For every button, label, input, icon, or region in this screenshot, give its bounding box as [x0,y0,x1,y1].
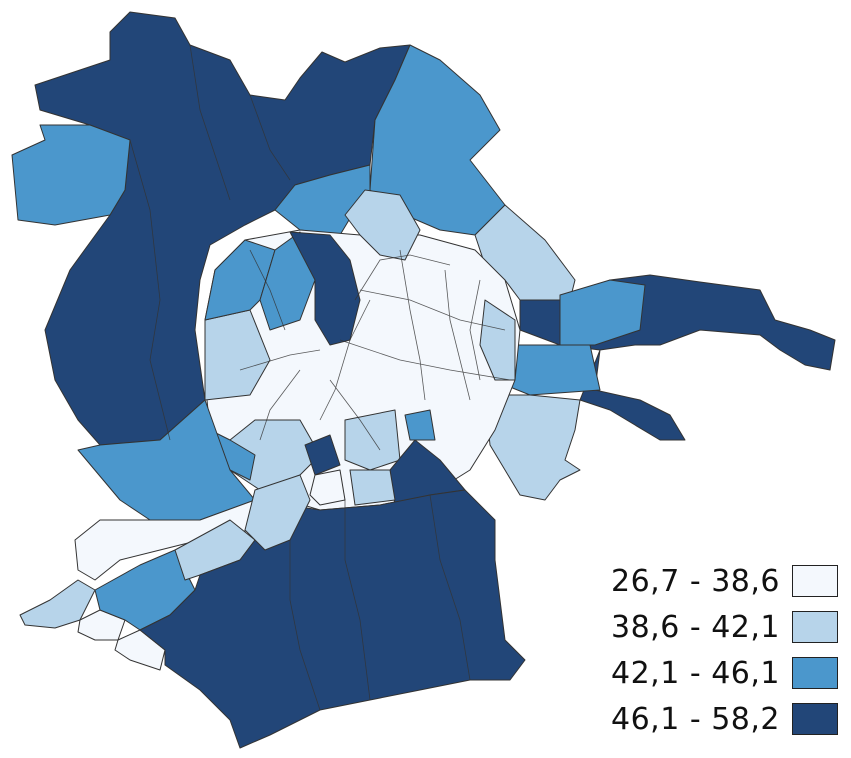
map-zone-east-3 [504,344,601,396]
legend-item: 38,6 - 42,1 [598,604,838,650]
legend-item: 42,1 - 46,1 [598,650,838,696]
legend-swatch [792,611,838,643]
legend-label: 26,7 - 38,6 [611,563,780,599]
legend-swatch [792,703,838,735]
map-zone-inner-8 [304,434,341,476]
map-zone-southwest-1 [77,399,256,521]
map-zone-inner-5 [344,189,421,261]
legend-label: 38,6 - 42,1 [611,609,780,645]
legend-swatch [792,657,838,689]
map-zone-inner-12 [404,409,436,441]
map-zone-south-light-2 [349,469,396,506]
legend-label: 42,1 - 46,1 [611,655,780,691]
legend-item: 26,7 - 38,6 [598,558,838,604]
legend-item: 46,1 - 58,2 [598,696,838,742]
map-zone-west-1 [11,124,131,226]
legend-label: 46,1 - 58,2 [611,701,780,737]
map-zone-inner-7 [344,409,401,471]
map-zone-southeast-1 [484,394,581,501]
map-zone-coast-1 [19,579,96,629]
legend-swatch [792,565,838,597]
map-zone-inner-11 [479,299,516,381]
legend: 26,7 - 38,6 38,6 - 42,1 42,1 - 46,1 46,1… [598,558,838,742]
map-zone-inner-3 [259,231,316,331]
map-zone-south-light-1 [309,469,346,506]
map-zone-inner-6 [229,419,321,491]
